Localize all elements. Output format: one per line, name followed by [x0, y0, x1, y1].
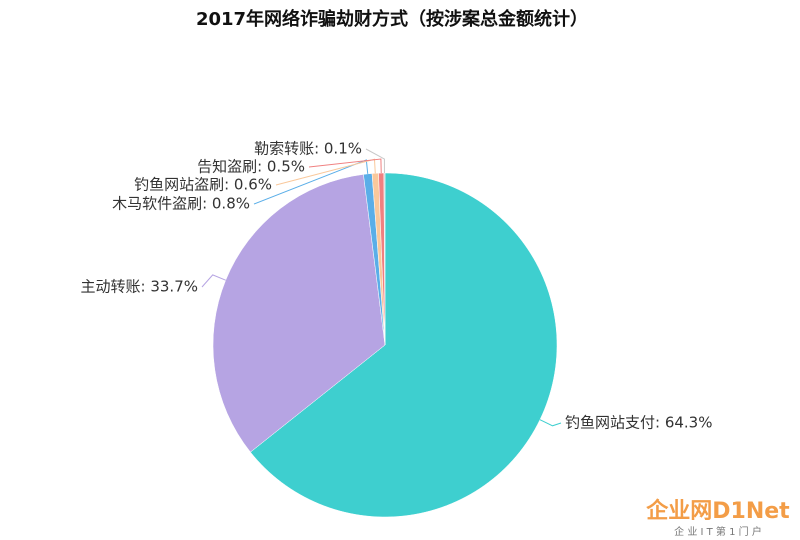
data-label: 主动转账: 33.7% [81, 278, 198, 296]
watermark-tagline: 企 业 I T 第 1 门 户 [674, 525, 762, 538]
data-label: 勒索转账: 0.1% [254, 140, 362, 158]
data-label: 告知盗刷: 0.5% [197, 158, 305, 176]
data-label: 钓鱼网站盗刷: 0.6% [134, 176, 272, 194]
data-label: 钓鱼网站支付: 64.3% [565, 414, 712, 432]
pie-slice [250, 172, 558, 518]
chart-title: 2017年网络诈骗劫财方式（按涉案总金额统计） [196, 8, 588, 30]
watermark-brand: 企业网D1Net [645, 498, 790, 524]
leader-line [308, 158, 382, 174]
leader-line [365, 148, 385, 174]
leader-line [539, 419, 562, 427]
data-label: 木马软件盗刷: 0.8% [112, 195, 250, 213]
leader-line [253, 159, 369, 205]
leader-line [201, 274, 226, 288]
